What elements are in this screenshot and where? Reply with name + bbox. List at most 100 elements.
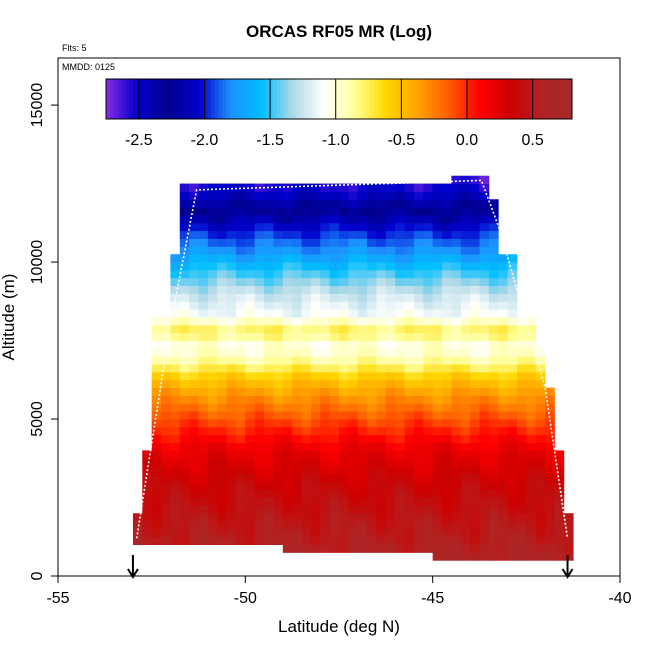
heatmap-cell <box>282 340 293 349</box>
heatmap-cell <box>339 238 349 247</box>
heatmap-cell <box>348 481 359 491</box>
heatmap-cell <box>563 513 574 522</box>
heatmap-cell <box>264 332 274 341</box>
heatmap-cell <box>226 364 237 373</box>
heatmap-cell <box>367 317 377 326</box>
heatmap-cell <box>170 442 181 451</box>
heatmap-cell <box>235 426 246 436</box>
heatmap-cell <box>310 419 321 428</box>
heatmap-cell <box>273 395 284 404</box>
heatmap-cell <box>442 293 452 302</box>
heatmap-cell <box>470 489 480 498</box>
heatmap-cell <box>301 450 312 459</box>
heatmap-cell <box>207 466 218 475</box>
heatmap-cell <box>339 293 349 302</box>
heatmap-cell <box>226 450 237 459</box>
colorbar-swatch <box>339 79 344 119</box>
heatmap-cell <box>526 497 537 506</box>
heatmap-cell <box>451 214 462 224</box>
heatmap-cell <box>235 536 246 546</box>
heatmap-cell <box>226 324 237 334</box>
heatmap-cell <box>470 254 480 263</box>
heatmap-cell <box>423 356 434 365</box>
heatmap-cell <box>460 222 471 232</box>
heatmap-cell <box>498 340 508 349</box>
heatmap-cell <box>432 364 443 373</box>
heatmap-cell <box>329 269 340 279</box>
heatmap-cell <box>395 183 405 192</box>
heatmap-cell <box>198 277 209 287</box>
heatmap-cell <box>385 497 396 506</box>
heatmap-cell <box>488 505 499 514</box>
heatmap-cell <box>264 521 274 530</box>
heatmap-cell <box>451 513 462 522</box>
heatmap-cell <box>254 387 265 396</box>
heatmap-cell <box>395 505 405 514</box>
heatmap-cell <box>292 183 302 192</box>
heatmap-cell <box>282 285 293 294</box>
heatmap-cell <box>320 309 331 318</box>
heatmap-cell <box>198 411 209 420</box>
heatmap-cell <box>273 293 284 302</box>
heatmap-cell <box>207 364 218 373</box>
heatmap-cell <box>423 505 434 514</box>
heatmap-cell <box>507 536 518 546</box>
heatmap-cell <box>235 348 246 357</box>
heatmap-cell <box>516 340 527 349</box>
heatmap-cell <box>395 207 405 216</box>
heatmap-cell <box>451 348 462 357</box>
heatmap-cell <box>348 199 359 208</box>
heatmap-cell <box>226 536 237 546</box>
heatmap-cell <box>451 403 462 412</box>
heatmap-cell <box>432 489 443 498</box>
heatmap-cell <box>161 340 171 349</box>
heatmap-cell <box>451 458 462 467</box>
heatmap-cell <box>320 222 331 232</box>
heatmap-cell <box>132 513 143 522</box>
heatmap-cell <box>273 489 284 498</box>
heatmap-cell <box>235 191 246 200</box>
heatmap-cell <box>310 442 321 451</box>
heatmap-cell <box>245 348 256 357</box>
heatmap-cell <box>367 387 377 396</box>
heatmap-cell <box>385 340 396 349</box>
heatmap-cell <box>479 199 490 208</box>
heatmap-cell <box>423 481 434 491</box>
heatmap-cell <box>217 411 227 420</box>
heatmap-cell <box>198 356 209 365</box>
heatmap-cell <box>217 309 227 318</box>
heatmap-cell <box>301 340 312 349</box>
heatmap-cell <box>170 309 181 318</box>
heatmap-cell <box>348 340 359 349</box>
heatmap-cell <box>470 246 480 255</box>
heatmap-cell <box>329 387 340 396</box>
heatmap-cell <box>329 434 340 443</box>
heatmap-cell <box>320 521 331 530</box>
heatmap-cell <box>451 379 462 389</box>
heatmap-cell <box>151 356 162 365</box>
heatmap-cell <box>235 513 246 522</box>
heatmap-cell <box>376 458 387 467</box>
heatmap-cell <box>451 301 462 310</box>
heatmap-cell <box>423 371 434 381</box>
heatmap-cell <box>413 434 424 443</box>
heatmap-cell <box>516 379 527 389</box>
heatmap-cell <box>179 277 190 287</box>
heatmap-cell <box>451 175 462 184</box>
heatmap-cell <box>470 340 480 349</box>
heatmap-cell <box>470 332 480 341</box>
heatmap-cell <box>545 544 555 553</box>
heatmap-cell <box>189 254 199 263</box>
heatmap-cell <box>432 191 443 200</box>
heatmap-cell <box>357 434 368 443</box>
heatmap-cell <box>432 340 443 349</box>
heatmap-cell <box>292 277 302 287</box>
heatmap-cell <box>498 497 508 506</box>
heatmap-cell <box>423 379 434 389</box>
heatmap-cell <box>179 222 190 232</box>
heatmap-cell <box>264 528 274 538</box>
heatmap-cell <box>217 442 227 451</box>
heatmap-cell <box>488 340 499 349</box>
heatmap-cell <box>348 497 359 506</box>
heatmap-cell <box>348 505 359 514</box>
